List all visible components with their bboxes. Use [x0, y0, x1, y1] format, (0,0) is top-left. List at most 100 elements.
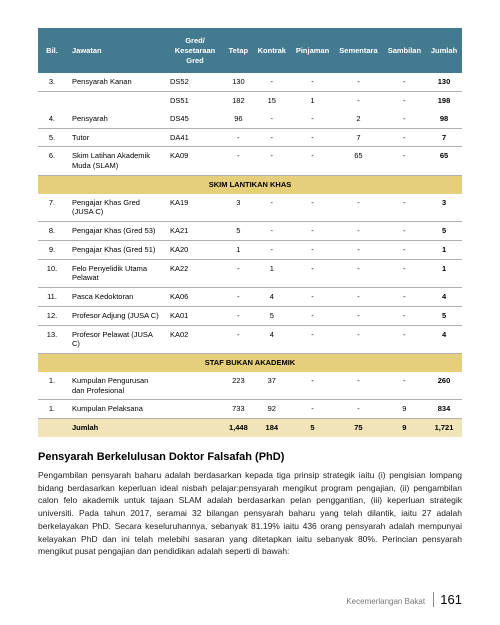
table-row: DS51182151--198	[38, 92, 462, 110]
cell: -	[334, 288, 383, 307]
cell: 7	[334, 128, 383, 147]
cell: -	[334, 222, 383, 241]
cell: -	[291, 222, 334, 241]
cell: 3.	[38, 73, 66, 91]
cell: -	[383, 240, 426, 259]
cell: 12.	[38, 306, 66, 325]
col-header: Tetap	[224, 28, 253, 73]
cell: -	[291, 194, 334, 222]
col-header: Sementara	[334, 28, 383, 73]
cell: -	[224, 288, 253, 307]
cell: -	[334, 325, 383, 354]
cell: -	[383, 325, 426, 354]
cell: -	[291, 259, 334, 288]
cell: 96	[224, 110, 253, 128]
cell: Pensyarah	[66, 110, 166, 128]
cell: Jumlah	[66, 419, 166, 437]
cell: 5	[426, 222, 462, 241]
cell	[66, 92, 166, 110]
cell: 1	[253, 259, 291, 288]
cell: KA02	[166, 325, 224, 354]
staff-table: Bil.JawatanGred/KesetaraanGredTetapKontr…	[38, 28, 462, 437]
cell: -	[253, 194, 291, 222]
cell: KA20	[166, 240, 224, 259]
cell: KA19	[166, 194, 224, 222]
cell: -	[291, 73, 334, 91]
cell: Skim Latihan Akademik Muda (SLAM)	[66, 147, 166, 176]
cell: DS52	[166, 73, 224, 91]
col-header: Gred/KesetaraanGred	[166, 28, 224, 73]
table-row: 3.Pensyarah KananDS52130----130	[38, 73, 462, 91]
cell: -	[224, 147, 253, 176]
cell: -	[334, 240, 383, 259]
cell: KA21	[166, 222, 224, 241]
cell: 3	[426, 194, 462, 222]
section-title: Pensyarah Berkelulusan Doktor Falsafah (…	[38, 451, 462, 463]
cell: -	[334, 306, 383, 325]
cell: -	[334, 92, 383, 110]
cell: Profesor Pelawat (JUSA C)	[66, 325, 166, 354]
cell: -	[383, 259, 426, 288]
col-header: Jumlah	[426, 28, 462, 73]
cell: 130	[426, 73, 462, 91]
cell: -	[291, 372, 334, 400]
cell: 9	[383, 419, 426, 437]
cell: -	[383, 288, 426, 307]
cell: Pengajar Khas Gred (JUSA C)	[66, 194, 166, 222]
cell: 1,721	[426, 419, 462, 437]
cell: 733	[224, 400, 253, 419]
cell: -	[253, 110, 291, 128]
cell: Pengajar Khas (Gred 53)	[66, 222, 166, 241]
cell: 1	[426, 259, 462, 288]
section-header: SKIM LANTIKAN KHAS	[38, 175, 462, 193]
cell: 4	[426, 325, 462, 354]
cell: -	[334, 372, 383, 400]
cell: -	[291, 325, 334, 354]
section-header: STAF BUKAN AKADEMIK	[38, 354, 462, 372]
col-header: Jawatan	[66, 28, 166, 73]
cell: 75	[334, 419, 383, 437]
cell	[166, 419, 224, 437]
table-row: 7.Pengajar Khas Gred (JUSA C)KA193----3	[38, 194, 462, 222]
cell: -	[383, 194, 426, 222]
cell: 4	[426, 288, 462, 307]
cell: -	[291, 147, 334, 176]
cell: -	[253, 128, 291, 147]
cell: -	[224, 306, 253, 325]
col-header: Kontrak	[253, 28, 291, 73]
cell: Pasca Kedoktoran	[66, 288, 166, 307]
cell: 9.	[38, 240, 66, 259]
cell: -	[224, 325, 253, 354]
cell: -	[253, 147, 291, 176]
cell: 2	[334, 110, 383, 128]
cell: KA06	[166, 288, 224, 307]
cell: -	[291, 400, 334, 419]
table-row: 6.Skim Latihan Akademik Muda (SLAM)KA09-…	[38, 147, 462, 176]
cell: -	[291, 306, 334, 325]
cell: 1,448	[224, 419, 253, 437]
cell: -	[291, 128, 334, 147]
cell: 1	[291, 92, 334, 110]
cell: 11.	[38, 288, 66, 307]
table-row: 8.Pengajar Khas (Gred 53)KA215----5	[38, 222, 462, 241]
cell: 182	[224, 92, 253, 110]
table-body: 3.Pensyarah KananDS52130----130DS5118215…	[38, 73, 462, 437]
cell: -	[334, 400, 383, 419]
cell: 7	[426, 128, 462, 147]
cell: -	[383, 222, 426, 241]
table-row: 10.Felo Penyelidik Utama PelawatKA22-1--…	[38, 259, 462, 288]
cell: -	[334, 73, 383, 91]
cell: -	[291, 240, 334, 259]
cell: 13.	[38, 325, 66, 354]
cell: DA41	[166, 128, 224, 147]
cell: 5	[224, 222, 253, 241]
page-number: 161	[433, 592, 462, 607]
cell: 5.	[38, 128, 66, 147]
cell: Profesor Adjung (JUSA C)	[66, 306, 166, 325]
cell: 5	[253, 306, 291, 325]
cell: KA09	[166, 147, 224, 176]
cell: Tutor	[66, 128, 166, 147]
footer-label: Kecemerlangan Bakat	[346, 597, 425, 606]
cell: 92	[253, 400, 291, 419]
table-row: STAF BUKAN AKADEMIK	[38, 354, 462, 372]
